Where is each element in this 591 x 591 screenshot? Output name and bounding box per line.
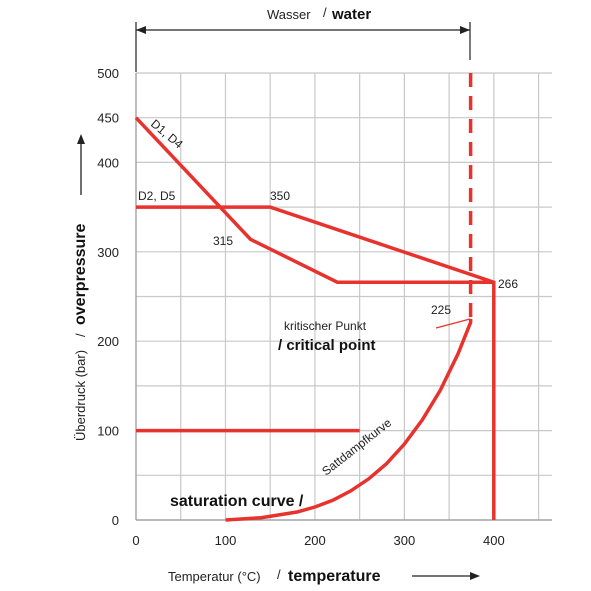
- label-315: 315: [213, 234, 233, 248]
- x-axis-label-en: temperature: [288, 568, 381, 585]
- series-line-1: [136, 205, 496, 520]
- top-label-de: Wasser: [267, 7, 311, 22]
- top-label-en: water: [331, 6, 371, 23]
- x-arrow-icon: [412, 572, 480, 580]
- x-axis-label-sep: /: [277, 567, 281, 582]
- label-350: 350: [270, 189, 290, 203]
- arrow-left-icon: [136, 26, 146, 34]
- x-tick-label: 100: [215, 533, 237, 548]
- y-axis-label: Überdruck (bar) / overpressure: [72, 224, 89, 441]
- label-266: 266: [498, 277, 518, 291]
- label-d2-d5: D2, D5: [138, 189, 176, 203]
- x-tick-label: 400: [483, 533, 505, 548]
- y-tick-label: 200: [97, 334, 119, 349]
- y-tick-label: 500: [97, 66, 119, 81]
- y-tick-label: 300: [97, 245, 119, 260]
- label-saturation-curve-en: saturation curve /: [170, 493, 304, 510]
- x-tick-label: 0: [132, 533, 139, 548]
- y-arrow-icon: [77, 134, 85, 195]
- series-line-3: [225, 318, 473, 522]
- critical-point-leader: [435, 318, 471, 329]
- axes: [135, 73, 552, 521]
- label-critical-point-en: / critical point: [278, 337, 376, 354]
- y-axis-label-de: Überdruck (bar): [73, 350, 88, 441]
- ticks: 0 100 200 300 400 0 100 200 300 400 450 500: [97, 66, 504, 548]
- label-critical-point-de: kritischer Punkt: [284, 319, 367, 333]
- y-tick-label: 0: [112, 513, 119, 528]
- x-tick-label: 300: [394, 533, 416, 548]
- x-axis-label-de: Temperatur (°C): [168, 569, 261, 584]
- y-tick-label: 100: [97, 424, 119, 439]
- y-axis-label-sep: /: [73, 333, 88, 337]
- y-tick-label: 400: [97, 155, 119, 170]
- top-label-sep: /: [323, 5, 327, 20]
- x-tick-label: 200: [304, 533, 326, 548]
- y-axis-label-en: overpressure: [72, 224, 89, 325]
- label-225: 225: [431, 303, 451, 317]
- water-range-bracket: [135, 22, 471, 72]
- series-line-0: [134, 116, 494, 284]
- arrow-right-icon: [460, 26, 470, 34]
- y-tick-label: 450: [97, 111, 119, 126]
- series: [134, 73, 496, 522]
- label-saturation-curve-de: Sattdampfkurve: [319, 415, 394, 478]
